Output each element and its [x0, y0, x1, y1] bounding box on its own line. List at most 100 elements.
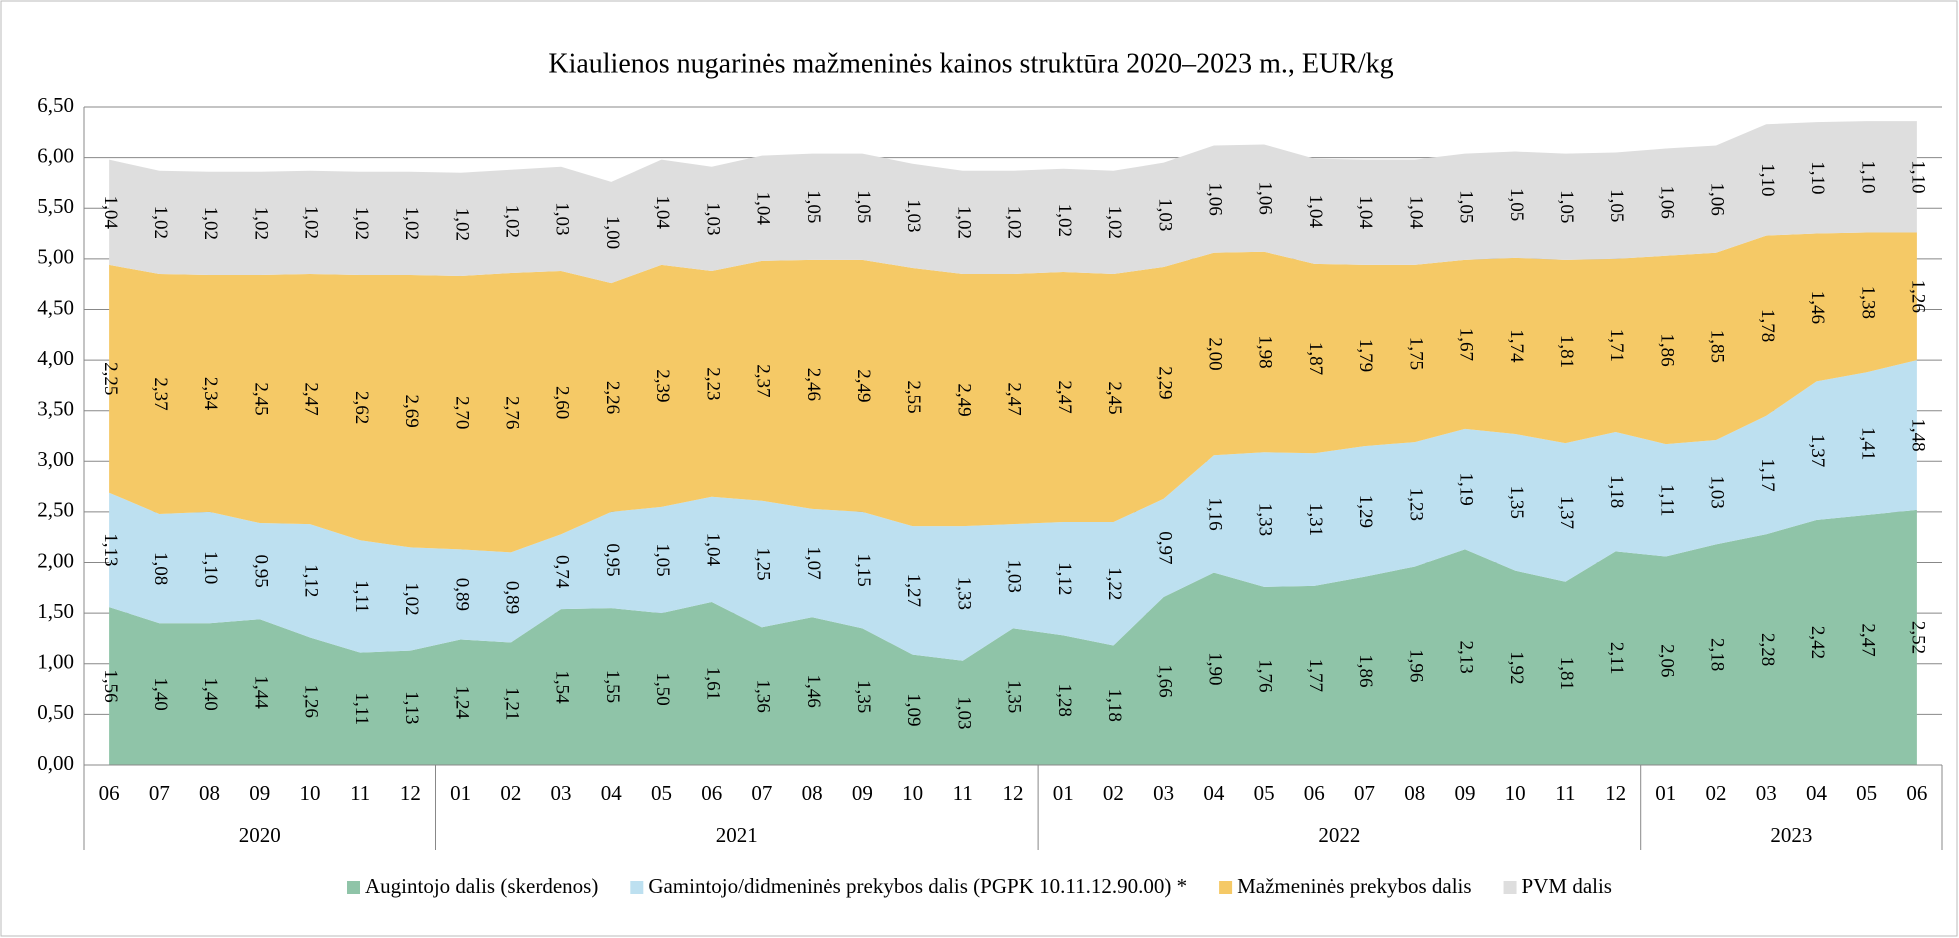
data-label: 1,78	[1757, 309, 1778, 342]
data-label: 1,55	[602, 670, 623, 703]
data-label: 2,45	[250, 382, 271, 415]
data-label: 1,24	[451, 686, 472, 720]
data-label: 1,04	[100, 196, 121, 230]
data-label: 2,62	[351, 391, 372, 424]
legend-item: Gamintojo/didmeninės prekybos dalis (PGP…	[630, 874, 1187, 898]
data-label: 1,96	[1405, 649, 1426, 682]
data-label: 1,40	[200, 678, 221, 711]
data-label: 2,49	[853, 369, 874, 402]
y-tick-label: 1,00	[37, 650, 74, 674]
y-tick-label: 0,50	[37, 700, 74, 724]
data-label: 0,95	[602, 543, 623, 576]
data-label: 1,02	[351, 207, 372, 240]
y-tick-label: 0,00	[37, 751, 74, 775]
data-label: 1,02	[1104, 206, 1125, 239]
data-label: 1,05	[803, 190, 824, 223]
x-group-label: 2023	[1770, 823, 1812, 847]
data-label: 1,71	[1606, 329, 1627, 362]
data-label: 2,45	[1104, 381, 1125, 414]
data-label: 1,12	[1054, 562, 1075, 595]
data-label: 2,11	[1606, 642, 1627, 675]
data-label: 1,17	[1757, 458, 1778, 491]
x-tick-label: 07	[751, 781, 772, 805]
data-label: 2,13	[1456, 641, 1477, 674]
data-label: 1,33	[1255, 503, 1276, 536]
data-label: 1,02	[451, 208, 472, 241]
data-label: 2,42	[1807, 626, 1828, 659]
data-label: 1,02	[953, 206, 974, 239]
data-label: 1,81	[1556, 657, 1577, 690]
data-label: 1,22	[1104, 567, 1125, 600]
data-label: 1,06	[1205, 182, 1226, 215]
area	[109, 121, 1917, 284]
data-label: 1,23	[1405, 488, 1426, 521]
x-tick-label: 03	[1756, 781, 1777, 805]
data-label: 1,11	[1656, 484, 1677, 517]
data-label: 2,47	[1857, 623, 1878, 656]
data-label: 2,52	[1908, 621, 1929, 654]
data-label: 1,33	[953, 577, 974, 610]
data-label: 1,74	[1506, 329, 1527, 363]
data-label: 1,03	[953, 696, 974, 729]
data-label: 1,36	[753, 680, 774, 713]
data-label: 1,10	[200, 551, 221, 584]
data-label: 1,05	[1556, 190, 1577, 223]
data-label: 1,79	[1355, 339, 1376, 372]
areas	[109, 121, 1917, 765]
data-label: 1,31	[1305, 503, 1326, 536]
data-label: 1,08	[150, 552, 171, 585]
data-label: 1,54	[552, 670, 573, 704]
data-label: 0,97	[1154, 531, 1175, 564]
data-label: 1,02	[401, 207, 422, 240]
data-label: 1,87	[1305, 342, 1326, 375]
legend-item: PVM dalis	[1503, 874, 1612, 898]
data-label: 1,75	[1405, 337, 1426, 370]
data-label: 1,04	[1305, 195, 1326, 229]
data-label: 1,13	[100, 533, 121, 566]
data-label: 2,37	[150, 377, 171, 410]
area	[109, 360, 1917, 661]
y-tick-label: 4,50	[37, 295, 74, 319]
data-label: 1,67	[1456, 328, 1477, 361]
data-label: 1,41	[1857, 427, 1878, 460]
data-label: 1,50	[652, 672, 673, 705]
legend-swatch	[630, 881, 644, 894]
legend-label: Augintojo dalis (skerdenos)	[365, 874, 598, 898]
data-label: 1,37	[1807, 434, 1828, 467]
data-label: 0,89	[501, 581, 522, 614]
data-label: 1,66	[1154, 664, 1175, 697]
data-label: 1,28	[1054, 684, 1075, 717]
x-tick-label: 04	[1806, 781, 1828, 805]
data-label: 2,00	[1205, 337, 1226, 370]
data-label: 1,10	[1757, 163, 1778, 196]
data-label: 1,02	[150, 206, 171, 239]
data-label: 1,81	[1556, 335, 1577, 368]
data-label: 0,89	[451, 578, 472, 611]
data-label: 1,05	[1456, 190, 1477, 223]
data-label: 1,03	[552, 202, 573, 235]
data-label: 1,86	[1656, 333, 1677, 366]
area	[109, 509, 1917, 765]
data-label: 1,26	[1908, 280, 1929, 313]
data-label: 1,07	[803, 546, 824, 579]
x-group-label: 2020	[239, 823, 281, 847]
data-label: 2,29	[1154, 366, 1175, 399]
data-label: 1,04	[753, 192, 774, 226]
data-label: 2,06	[1656, 644, 1677, 677]
x-tick-label: 03	[551, 781, 572, 805]
legend-label: Gamintojo/didmeninės prekybos dalis (PGP…	[648, 874, 1187, 898]
data-label: 1,86	[1355, 654, 1376, 687]
data-label: 1,10	[1807, 161, 1828, 194]
data-label: 2,47	[1004, 382, 1025, 415]
x-tick-label: 10	[299, 781, 320, 805]
legend-label: Mažmeninės prekybos dalis	[1237, 874, 1471, 898]
x-tick-label: 05	[651, 781, 672, 805]
data-label: 1,03	[1154, 198, 1175, 231]
data-label: 1,44	[250, 675, 271, 709]
data-label: 1,35	[853, 680, 874, 713]
data-label: 1,37	[1556, 496, 1577, 529]
x-tick-label: 06	[1906, 781, 1927, 805]
legend-item: Augintojo dalis (skerdenos)	[347, 874, 598, 898]
x-tick-label: 08	[199, 781, 220, 805]
legend-item: Mažmeninės prekybos dalis	[1219, 874, 1472, 898]
